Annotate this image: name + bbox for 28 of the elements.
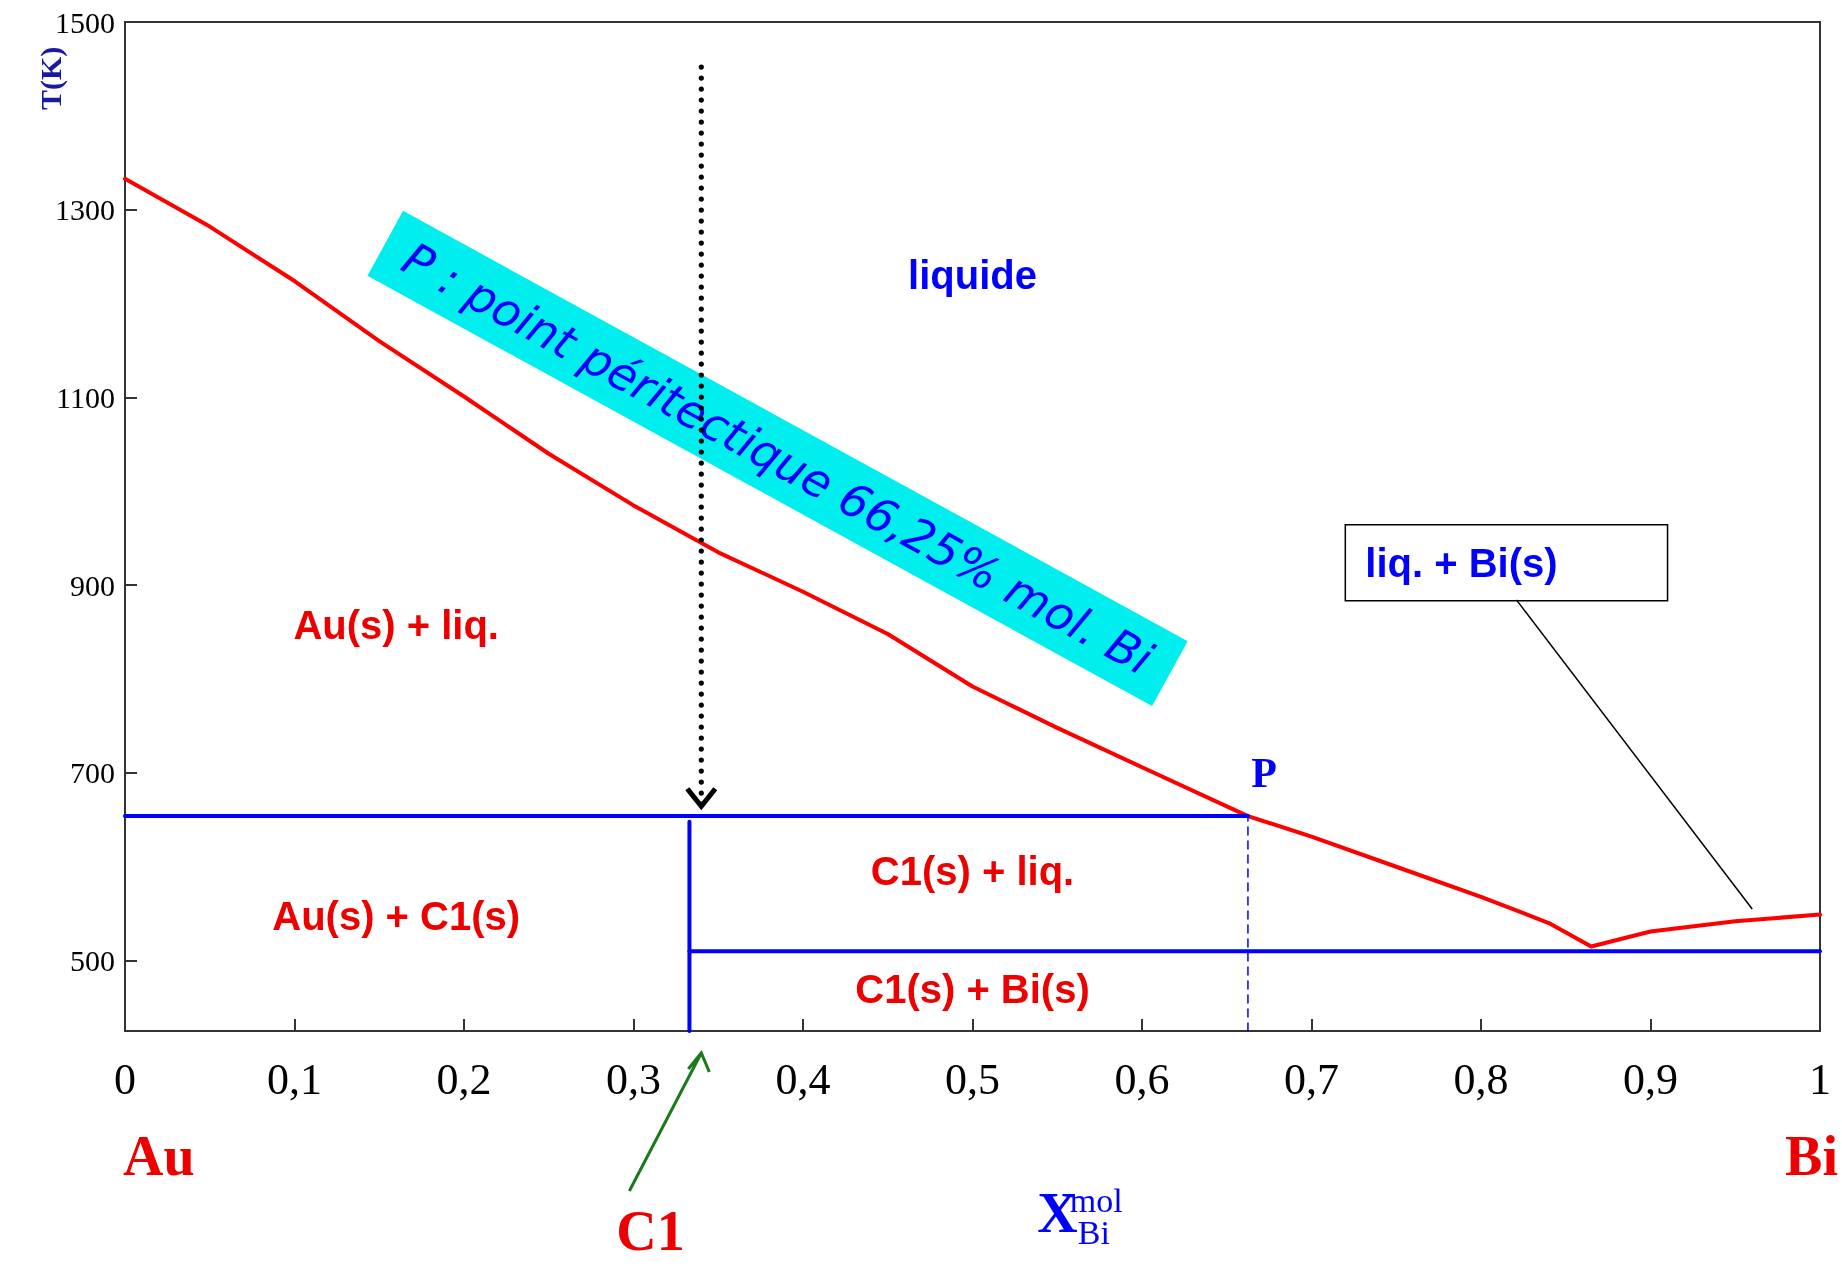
annotation: C1(s) + liq. [870, 849, 1075, 894]
x-tick-label: 0,4 [775, 1054, 831, 1104]
y-tick-label: 1300 [55, 193, 115, 227]
x-tick-label: 0,7 [1284, 1054, 1339, 1104]
x-tick-label: 0,8 [1453, 1054, 1509, 1104]
x-tick-label: 0,2 [436, 1054, 492, 1104]
text: C1 [616, 1200, 685, 1262]
y-tick-label: 700 [70, 756, 115, 790]
x-tick-label: 0,5 [945, 1054, 1000, 1104]
x-tick-label: 0,3 [606, 1054, 661, 1104]
annotation: liq. + Bi(s) [1365, 540, 1558, 585]
x-tick-label: 0 [114, 1054, 136, 1104]
y-tick-label: 1500 [55, 5, 115, 39]
y-tick-label: 1100 [56, 380, 115, 414]
y-tick-label: 900 [70, 568, 115, 602]
annotation: Au(s) + liq. [293, 602, 499, 647]
y-tick-label: 500 [70, 944, 115, 978]
x-tick-label: 1 [1809, 1054, 1831, 1104]
text: Au [123, 1125, 195, 1187]
text: Bi [1785, 1125, 1838, 1187]
annotation: Au(s) + C1(s) [272, 893, 521, 938]
annotation: C1(s) + Bi(s) [855, 966, 1090, 1011]
annotation: liquide [908, 253, 1037, 298]
x-tick-label: 0,1 [267, 1054, 322, 1104]
y-axis-title: T(K) [33, 46, 68, 110]
x-tick-label: 0,9 [1623, 1054, 1678, 1104]
annotation: P [1251, 749, 1277, 796]
x-tick-label: 0,6 [1114, 1054, 1170, 1104]
